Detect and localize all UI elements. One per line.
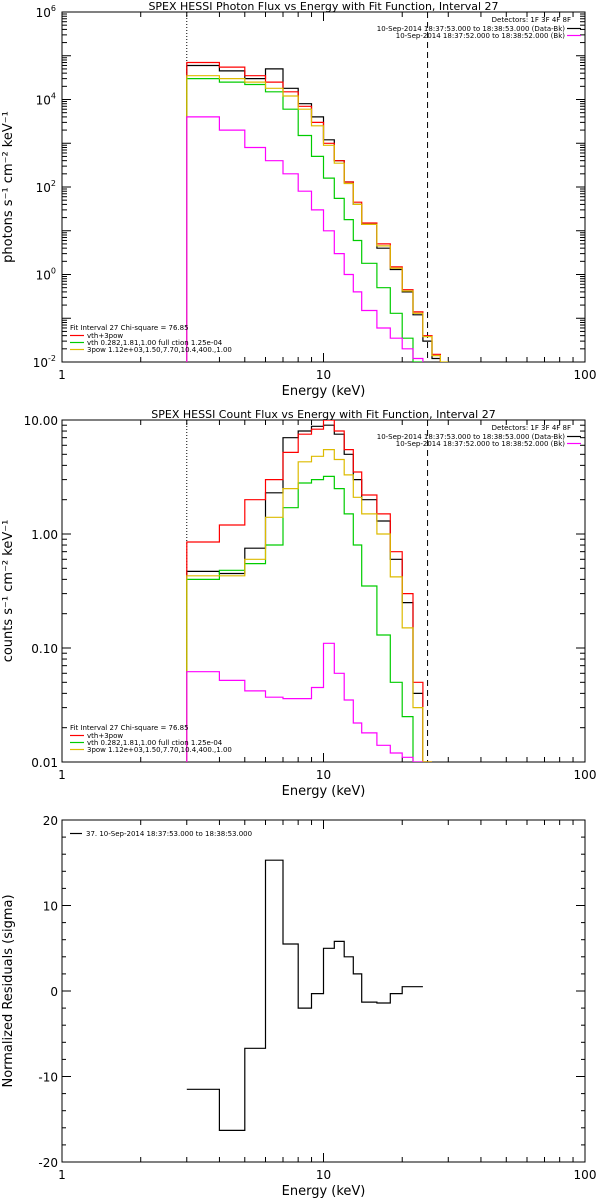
x-tick-label: 1 bbox=[58, 368, 66, 382]
legend-entry: vth 0.282,1.81,1.00 full ction 1.25e-04 bbox=[87, 739, 223, 747]
plot-frame bbox=[61, 11, 586, 363]
y-tick-label: 20 bbox=[43, 814, 58, 828]
legend-header: Detectors: 1F 3F 4F 8F bbox=[492, 16, 571, 24]
series-vth-3pow bbox=[186, 420, 432, 762]
series-vth bbox=[186, 475, 423, 762]
legend-entry: vth+3pow bbox=[87, 732, 123, 740]
x-axis-label: Energy (keV) bbox=[282, 784, 366, 799]
y-tick-label: 10 bbox=[43, 900, 58, 914]
x-tick-label: 10 bbox=[316, 768, 331, 782]
legend-entry: 37. 10-Sep-2014 18:37:53.000 to 18:38:53… bbox=[86, 830, 252, 838]
series-residuals bbox=[186, 859, 423, 1131]
legend-entry: vth 0.282,1.81,1.00 full ction 1.25e-04 bbox=[87, 339, 223, 347]
y-axis-label: counts s⁻¹ cm⁻² keV⁻¹ bbox=[1, 520, 16, 663]
x-tick-label: 10 bbox=[316, 1168, 331, 1182]
legend-header: Detectors: 1F 3F 4F 8F bbox=[492, 424, 571, 432]
x-axis-label: Energy (keV) bbox=[282, 384, 366, 399]
legend-entry: 10-Sep-2014 18:37:53.000 to 18:38:53.000… bbox=[377, 25, 566, 33]
x-tick-label: 1 bbox=[58, 1168, 66, 1182]
plot-frame bbox=[61, 419, 586, 763]
series-bk bbox=[186, 116, 424, 362]
x-tick-label: 10 bbox=[316, 368, 331, 382]
x-tick-label: 100 bbox=[574, 368, 597, 382]
y-tick-label: -10 bbox=[38, 1071, 58, 1085]
legend-top-left: 37. 10-Sep-2014 18:37:53.000 to 18:38:53… bbox=[70, 830, 252, 838]
chart-title: SPEX HESSI Photon Flux vs Energy with Fi… bbox=[148, 0, 498, 13]
y-tick-label: 0.10 bbox=[31, 642, 58, 656]
legend-entry: 3pow 1.12e+03,1.50,7.70,10.4,400.,1.00 bbox=[87, 346, 232, 354]
panel-3: 1 10 100 -20 -10 0 10 20 Energy (keV) Normalized … bbox=[1, 814, 596, 1199]
y-tick-label: 10-2 bbox=[33, 354, 56, 370]
y-tick-label: 102 bbox=[36, 179, 56, 195]
x-axis-label: Energy (keV) bbox=[282, 1184, 366, 1199]
legend-entry: 10-Sep-2014 18:37:52.000 to 18:38:52.000… bbox=[396, 440, 566, 448]
series-bk bbox=[186, 642, 423, 762]
legend-bottom-left: Fit Interval 27 Chi-square = 76.85vth+3p… bbox=[70, 324, 232, 354]
y-tick-label: 0.01 bbox=[31, 756, 58, 770]
legend-entry: 10-Sep-2014 18:37:52.000 to 18:38:52.000… bbox=[396, 32, 566, 40]
legend-header: Fit Interval 27 Chi-square = 76.85 bbox=[70, 324, 189, 332]
x-tick-label: 100 bbox=[574, 768, 597, 782]
y-tick-label: 104 bbox=[36, 92, 56, 108]
y-axis-label: Normalized Residuals (sigma) bbox=[1, 894, 16, 1087]
series-data-bk bbox=[186, 424, 432, 762]
x-tick-label: 1 bbox=[58, 768, 66, 782]
y-axis-label: photons s⁻¹ cm⁻² keV⁻¹ bbox=[1, 111, 16, 263]
y-tick-label: 0 bbox=[50, 985, 58, 999]
legend-bottom-left: Fit Interval 27 Chi-square = 76.85vth+3p… bbox=[70, 724, 232, 754]
x-tick-label: 100 bbox=[574, 1168, 597, 1182]
series-3pow bbox=[186, 449, 432, 762]
legend-entry: vth+3pow bbox=[87, 332, 123, 340]
series-vth bbox=[186, 78, 423, 362]
y-tick-label: 10.00 bbox=[24, 414, 58, 428]
legend-header: Fit Interval 27 Chi-square = 76.85 bbox=[70, 724, 189, 732]
legend-entry: 10-Sep-2014 18:37:53.000 to 18:38:53.000… bbox=[377, 433, 566, 441]
series-3pow bbox=[186, 75, 449, 362]
chart-title: SPEX HESSI Count Flux vs Energy with Fit… bbox=[151, 408, 495, 421]
panel-2: SPEX HESSI Count Flux vs Energy with Fit… bbox=[1, 408, 596, 799]
y-tick-label: -20 bbox=[38, 1156, 58, 1170]
y-tick-label: 106 bbox=[36, 4, 56, 20]
legend-entry: 3pow 1.12e+03,1.50,7.70,10.4,400.,1.00 bbox=[87, 746, 232, 754]
y-tick-label: 1.00 bbox=[31, 528, 58, 542]
panel-1: SPEX HESSI Photon Flux vs Energy with Fi… bbox=[1, 0, 596, 399]
y-tick-label: 100 bbox=[36, 267, 56, 283]
